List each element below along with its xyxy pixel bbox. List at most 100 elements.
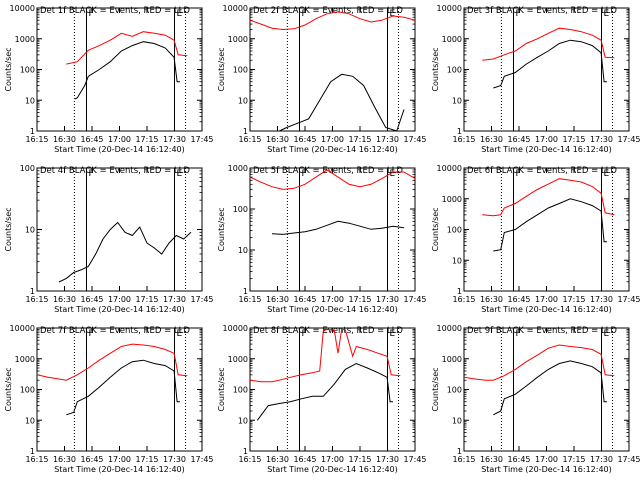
time-marker-label: F (302, 329, 307, 339)
time-marker-label: E (603, 329, 609, 339)
time-marker-label: F (302, 169, 307, 179)
time-marker-label: F (515, 169, 520, 179)
plot-frame (249, 327, 416, 452)
x-tick-label: 16:30 (53, 135, 76, 144)
x-tick-label: 17:45 (617, 135, 640, 144)
x-tick-label: 16:15 (239, 295, 262, 304)
y-tick-label: 100 (233, 205, 248, 214)
y-tick-label: 10 (451, 256, 461, 265)
plot-frame (463, 167, 630, 292)
x-axis-label: Start Time (20-Dec-14 16:12:40) (481, 305, 612, 314)
x-tick-label: 17:30 (163, 295, 186, 304)
y-tick-label: 100 (233, 386, 248, 395)
detector-panel: Det 3f BLACK = Events, RED = LLD 1 10 100 10… (431, 4, 640, 154)
detector-panel: Det 8f BLACK = Events, RED = LLD 1 10 100 10… (217, 324, 426, 474)
x-tick-label: 17:00 (535, 135, 558, 144)
x-tick-label: 16:15 (25, 455, 48, 464)
x-axis-label: Start Time (20-Dec-14 16:12:40) (54, 465, 185, 474)
x-tick-label: 17:00 (321, 135, 344, 144)
detector-panel: Det 1f BLACK = Events, RED = LLD 1 10 100 10… (4, 4, 213, 154)
y-axis-label: Counts/sec (217, 367, 226, 411)
y-tick-label: 10000 (223, 324, 248, 333)
plot-frame (36, 167, 203, 292)
x-axis-label: Start Time (20-Dec-14 16:12:40) (54, 305, 185, 314)
x-tick-label: 17:15 (562, 455, 585, 464)
time-marker-label: E (603, 9, 609, 19)
lld-series-line (481, 27, 614, 61)
x-tick-label: 16:30 (266, 135, 289, 144)
x-tick-label: 16:30 (53, 295, 76, 304)
y-tick-label: 10 (238, 246, 248, 255)
y-tick-label: 10 (25, 226, 35, 235)
y-tick-label: 1 (30, 287, 35, 296)
events-series-line (279, 73, 405, 132)
detector-panel: Det 5f BLACK = Events, RED = LLD11010010… (217, 164, 426, 314)
x-tick-label: 17:00 (108, 135, 131, 144)
x-tick-label: 16:30 (480, 455, 503, 464)
x-tick-label: 17:00 (321, 295, 344, 304)
x-tick-label: 16:45 (80, 455, 103, 464)
x-tick-label: 17:15 (349, 455, 372, 464)
time-marker-label: F (89, 169, 94, 179)
y-tick-label: 10 (238, 416, 248, 425)
events-series-line (257, 362, 394, 421)
x-tick-label: 16:45 (80, 295, 103, 304)
x-tick-label: 17:30 (163, 455, 186, 464)
x-tick-label: 17:30 (376, 295, 399, 304)
y-tick-label: 1000 (15, 355, 35, 364)
plot-frame (249, 7, 416, 132)
y-tick-label: 10 (238, 96, 248, 105)
y-tick-label: 1000 (441, 35, 461, 44)
lld-series-line (250, 328, 401, 383)
y-tick-label: 10000 (436, 324, 461, 333)
y-tick-label: 10 (25, 96, 35, 105)
y-tick-label: 100 (20, 164, 35, 173)
x-tick-label: 17:30 (590, 455, 613, 464)
x-tick-label: 17:45 (190, 455, 213, 464)
y-tick-label: 1 (457, 447, 462, 456)
x-axis-label: Start Time (20-Dec-14 16:12:40) (54, 145, 185, 154)
x-tick-label: 16:45 (507, 455, 530, 464)
y-tick-label: 1 (457, 127, 462, 136)
plot-frame (36, 327, 203, 452)
time-marker-label: F (89, 9, 94, 19)
lld-series-line (66, 31, 188, 65)
x-tick-label: 16:30 (53, 455, 76, 464)
y-tick-label: 1000 (441, 355, 461, 364)
time-marker-label: E (177, 9, 183, 19)
x-tick-label: 16:45 (294, 295, 317, 304)
y-tick-label: 100 (20, 66, 35, 75)
x-tick-label: 17:45 (190, 135, 213, 144)
x-tick-label: 17:15 (135, 455, 158, 464)
x-tick-label: 16:45 (507, 295, 530, 304)
time-marker-label: E (390, 9, 396, 19)
x-tick-label: 17:00 (108, 295, 131, 304)
time-marker-label: F (302, 9, 307, 19)
x-tick-label: 16:45 (507, 135, 530, 144)
x-tick-label: 17:30 (163, 135, 186, 144)
detector-panel: Det 6f BLACK = Events, RED = LLD 1 10 100 10… (431, 164, 640, 314)
x-tick-label: 16:30 (480, 135, 503, 144)
plot-frame (463, 7, 630, 132)
y-axis-label: Counts/sec (431, 47, 440, 91)
y-axis-label: Counts/sec (217, 207, 226, 251)
x-tick-label: 16:30 (266, 295, 289, 304)
x-tick-label: 16:45 (294, 455, 317, 464)
y-tick-label: 10 (451, 416, 461, 425)
x-tick-label: 17:30 (590, 135, 613, 144)
panel-title: Det 4f BLACK = Events, RED = LLD (40, 166, 190, 176)
x-axis-label: Start Time (20-Dec-14 16:12:40) (268, 145, 399, 154)
plot-frame (249, 167, 416, 292)
x-axis-label: Start Time (20-Dec-14 16:12:40) (481, 145, 612, 154)
time-marker-label: E (390, 169, 396, 179)
y-tick-label: 1000 (441, 195, 461, 204)
time-marker-label: E (177, 329, 183, 339)
y-tick-label: 10 (451, 96, 461, 105)
x-tick-label: 17:45 (404, 135, 427, 144)
panel-title: Det 1f BLACK = Events, RED = LLD (40, 6, 190, 16)
y-tick-label: 10000 (436, 4, 461, 13)
x-tick-label: 17:00 (535, 295, 558, 304)
y-tick-label: 10000 (436, 164, 461, 173)
x-tick-label: 17:15 (349, 295, 372, 304)
x-tick-label: 16:15 (239, 135, 262, 144)
